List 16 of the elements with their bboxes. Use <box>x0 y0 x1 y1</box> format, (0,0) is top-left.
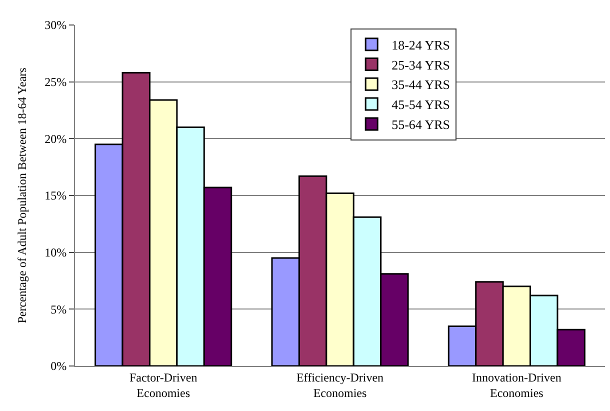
y-tick-label: 10% <box>44 246 67 260</box>
y-tick-label: 0% <box>50 359 67 374</box>
y-tick-label: 20% <box>44 132 67 146</box>
y-tick-label: 15% <box>44 188 67 203</box>
legend-label: 55-64 YRS <box>392 117 450 132</box>
legend-label: 25-34 YRS <box>392 57 450 72</box>
x-tick-label: Innovation-Driven Economies <box>472 370 562 400</box>
y-tick-label: 30% <box>44 18 67 32</box>
y-tick-label: 25% <box>44 75 67 90</box>
y-axis-title: Percentage of Adult Population Between 18-64 Years <box>14 67 29 324</box>
y-tick-label: 5% <box>50 302 67 316</box>
x-tick-label: Factor-Driven Economies <box>129 370 198 400</box>
legend-label: 35-44 YRS <box>392 77 450 92</box>
legend-label: 45-54 YRS <box>392 97 450 112</box>
x-tick-label: Efficiency-Driven Economies <box>296 370 384 400</box>
legend-label: 18-24 YRS <box>392 37 450 52</box>
